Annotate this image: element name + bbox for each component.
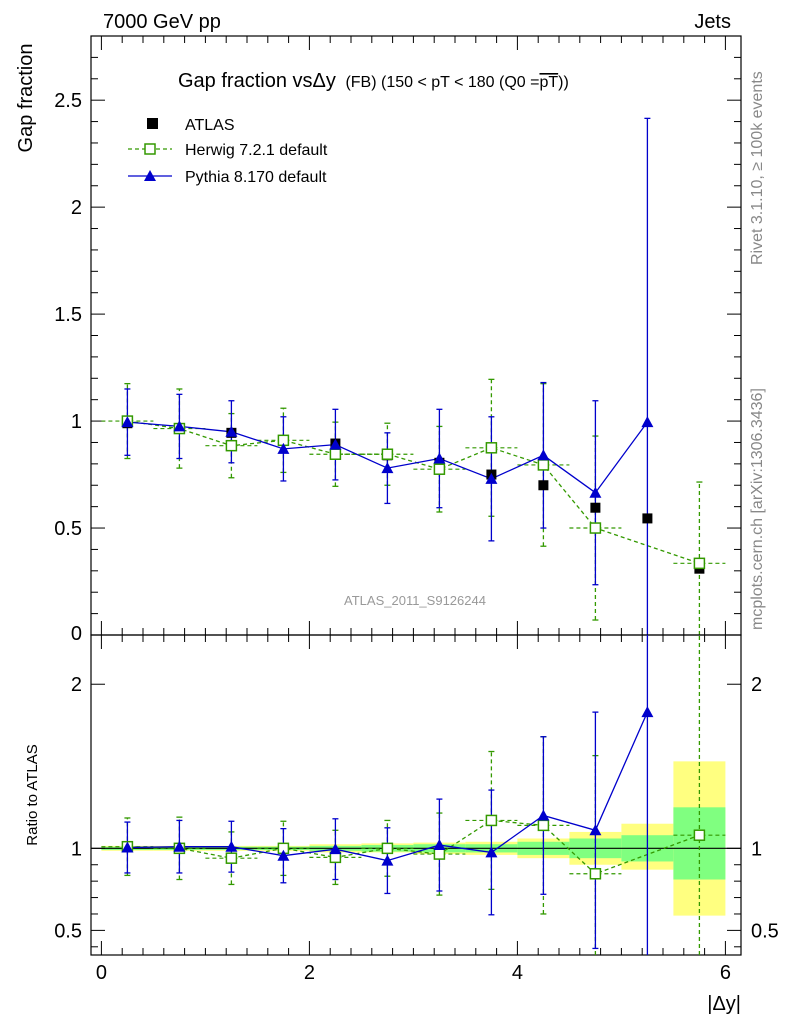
x-tick-label: 4 [512, 962, 523, 984]
ratio-pythia-marker [225, 840, 238, 852]
herwig-marker [537, 459, 550, 471]
legend-atlas-label: ATLAS [185, 117, 235, 134]
pythia-marker [329, 438, 342, 450]
header-left: 7000 GeV pp [103, 11, 221, 33]
atlas-marker [538, 480, 549, 491]
main-title-text: Gap fraction vsΔy [178, 70, 336, 92]
y-tick-label: 2.5 [54, 90, 82, 112]
y-tick-label: 0.5 [54, 518, 82, 540]
x-tick-label: 6 [720, 962, 731, 984]
main-subtitle-end: )) [558, 74, 569, 91]
ratio-xlabel: |Δy| [707, 993, 741, 1015]
x-tick-label: 0 [96, 962, 107, 984]
ratio-herwig-marker [225, 852, 238, 864]
legend: ATLAS Herwig 7.2.1 default Pythia 8.170 … [128, 117, 328, 186]
pythia-marker [589, 486, 602, 498]
main-subtitle-overline: pT [539, 74, 558, 91]
watermark: ATLAS_2011_S9126244 [344, 593, 486, 608]
y-tick-label-zero: 0 [71, 623, 82, 645]
y-tick-label-right: 1 [751, 838, 762, 860]
legend-pythia-label: Pythia 8.170 default [185, 169, 327, 186]
ratio-herwig-marker [381, 842, 394, 855]
ratio-pythia-marker [277, 849, 290, 861]
legend-herwig-marker [144, 143, 156, 155]
y-tick-label: 1 [71, 838, 82, 860]
pythia-marker [225, 425, 238, 437]
ratio-herwig-marker [693, 829, 706, 841]
main-ylabel: Gap fraction [15, 44, 37, 153]
herwig-marker [225, 439, 238, 452]
ratio-pythia-marker [121, 841, 134, 853]
y-tick-label: 2 [71, 674, 82, 696]
x-tick-label: 2 [304, 962, 315, 984]
herwig-marker [381, 448, 394, 460]
main-plot: 0.5 1 1.5 2 2.5 0 [54, 35, 742, 645]
ratio-pythia-marker [537, 809, 550, 821]
pythia-marker [381, 462, 394, 474]
pythia-marker [641, 416, 654, 428]
ratio-frame [90, 634, 742, 956]
ratio-ylabel: Ratio to ATLAS [24, 744, 41, 845]
ratio-pythia-marker [381, 854, 394, 866]
herwig-marker [693, 557, 706, 570]
y-tick-label: 1.5 [54, 304, 82, 326]
ratio-pythia-marker [329, 843, 342, 855]
rivet-label: Rivet 3.1.10, ≥ 100k events [749, 71, 766, 265]
y-tick-label-right: 2 [751, 674, 762, 696]
main-title: Gap fraction vsΔy (FB) (150 < pT < 180 (… [178, 70, 569, 92]
ratio-pythia-marker [589, 824, 602, 836]
herwig-marker [329, 448, 342, 460]
mcplots-label: mcplots.cern.ch [arXiv:1306.3436] [749, 388, 766, 630]
ratio-pythia-marker [485, 846, 498, 858]
pythia-marker [277, 442, 290, 454]
y-tick-label-right: 0.5 [751, 920, 779, 942]
header-right: Jets [694, 11, 731, 33]
ratio-pythia-marker [641, 706, 654, 718]
legend-herwig-label: Herwig 7.2.1 default [185, 142, 328, 159]
atlas-marker [642, 513, 653, 524]
herwig-marker [433, 463, 446, 475]
ratio-herwig-line [127, 819, 700, 875]
legend-atlas-marker [147, 118, 158, 129]
main-subtitle: (FB) (150 < pT < 180 (Q0 = [345, 74, 539, 91]
ratio-herwig-marker [537, 819, 550, 832]
ratio-pythia-marker [173, 840, 186, 852]
ratio-plot: 0 2 4 6 0.5 0.5 1 1 2 2 [54, 634, 779, 984]
ratio-herwig-marker [433, 848, 446, 860]
pythia-marker [537, 449, 550, 461]
ratio-herwig-marker [485, 814, 498, 827]
herwig-marker [485, 442, 498, 454]
pythia-marker [433, 452, 446, 464]
ratio-pythia-marker [433, 839, 446, 851]
pythia-marker [173, 420, 186, 432]
pythia-marker [121, 416, 134, 428]
herwig-marker [589, 522, 602, 534]
y-tick-label: 0.5 [54, 920, 82, 942]
y-tick-label: 1 [71, 411, 82, 433]
legend-pythia-marker [144, 170, 156, 181]
ratio-herwig-marker [589, 868, 602, 880]
atlas-marker [590, 502, 601, 513]
pythia-marker [485, 472, 498, 484]
herwig-line [127, 420, 700, 564]
y-tick-label: 2 [71, 197, 82, 219]
